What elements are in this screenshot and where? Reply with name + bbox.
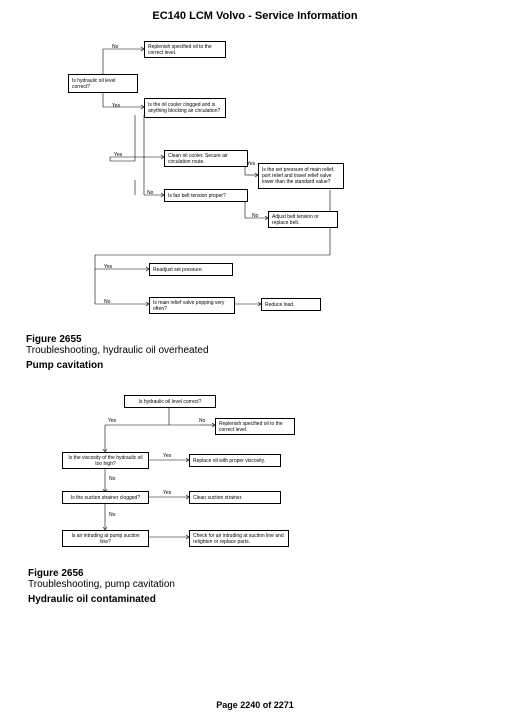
box-clean-strainer: Clean suction strainer.	[189, 491, 281, 504]
box-air-intruding: Is air intruding at pump suction line?	[62, 530, 149, 547]
page-footer: Page 2240 of 2271	[0, 700, 510, 710]
box-check-air: Check for air intruding at suction line …	[189, 530, 289, 547]
lbl-yes: Yes	[163, 454, 171, 459]
figure2-subheading: Hydraulic oil contaminated	[28, 594, 175, 605]
lbl-no: No	[199, 419, 205, 424]
box-replace-oil: Replace oil with proper viscosity.	[189, 454, 281, 467]
box-viscosity: Is the viscosity of the hydraulic oil to…	[62, 452, 149, 469]
box-strainer: Is the suction strainer clogged?	[62, 491, 149, 504]
figure2-caption: Troubleshooting, pump cavitation	[28, 579, 175, 590]
flow-lines-2	[0, 0, 510, 600]
lbl-no: No	[109, 477, 115, 482]
box-replenish-2: Replenish specified oil to the correct l…	[215, 418, 295, 435]
box-level-correct-2: Is hydraulic oil level correct?	[124, 395, 216, 408]
lbl-no: No	[109, 513, 115, 518]
figure2-number: Figure 2656	[28, 568, 175, 579]
lbl-yes: Yes	[108, 419, 116, 424]
lbl-yes: Yes	[163, 491, 171, 496]
